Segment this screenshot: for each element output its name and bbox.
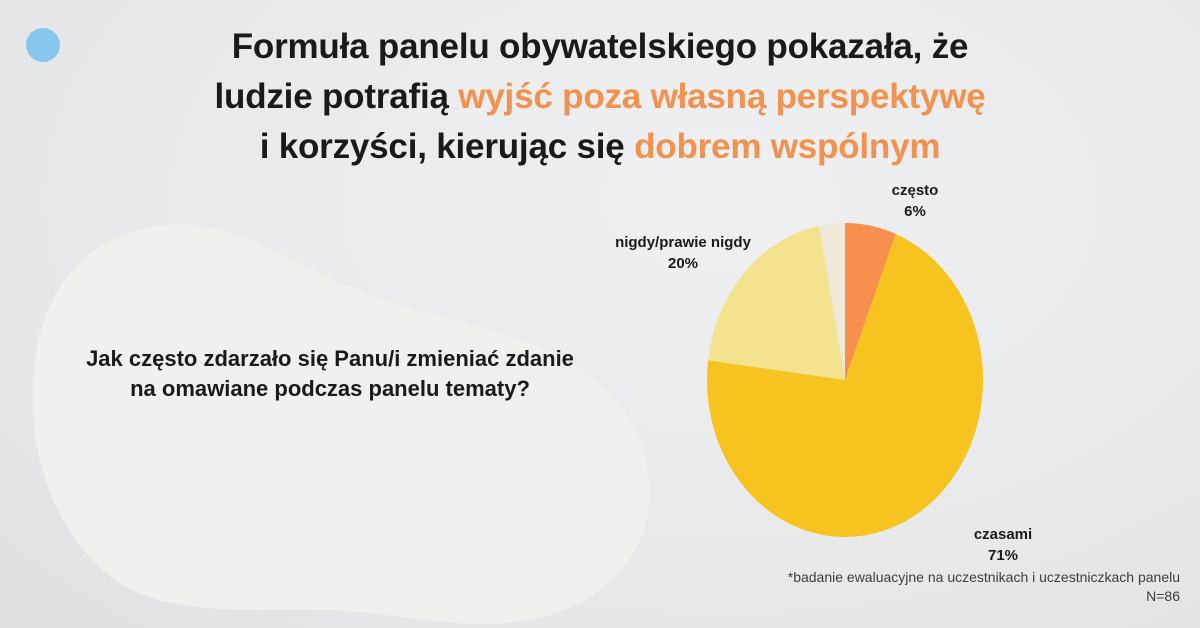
title-line2-black: ludzie potrafią [214, 77, 459, 116]
pie-label-czasami-pct: 71% [987, 547, 1019, 564]
pie-label-nigdy-pct: 20% [667, 255, 699, 272]
footnote-sample-size: N=86 [1146, 588, 1180, 604]
pie-label-czesto-pct: 6% [904, 203, 926, 220]
pie-label-czasami: czasami 71% [943, 524, 1063, 566]
title-line-1: Formuła panelu obywatelskiego pokazała, … [0, 22, 1200, 72]
pie-chart [700, 215, 990, 545]
pie-label-nigdy: nigdy/prawie nigdy 20% [573, 232, 793, 274]
pie-slice-unlabeled [819, 223, 845, 380]
title-line3-black: i korzyści, kierując się [259, 127, 635, 166]
pie-chart-svg [707, 222, 984, 537]
pie-label-czesto: często 6% [855, 180, 975, 222]
footnote-source: *badanie ewaluacyjne na uczestnikach i u… [787, 569, 1180, 585]
pie-label-czasami-name: czasami [973, 526, 1033, 543]
footnote: *badanie ewaluacyjne na uczestnikach i u… [680, 568, 1180, 606]
title-line-3: i korzyści, kierując się dobrem wspólnym [0, 122, 1200, 172]
title-line3-highlight: dobrem wspólnym [634, 127, 941, 166]
pie-slice-często [845, 222, 896, 380]
title-line1-text: Formuła panelu obywatelskiego pokazała, … [231, 27, 969, 66]
title-line2-highlight: wyjść poza własną perspektywę [458, 77, 986, 116]
pie-label-nigdy-name: nigdy/prawie nigdy [615, 234, 751, 251]
blue-dot-decoration [26, 28, 60, 62]
chart-question-text: Jak często zdarzało się Panu/i zmieniać … [86, 346, 574, 401]
pie-slice-czasami [707, 234, 984, 537]
pie-label-czesto-name: często [891, 182, 939, 199]
slide-title: Formuła panelu obywatelskiego pokazała, … [0, 22, 1200, 172]
pie-slice-nigdy-prawie-nigdy [708, 225, 845, 380]
title-line-2: ludzie potrafią wyjść poza własną perspe… [0, 72, 1200, 122]
